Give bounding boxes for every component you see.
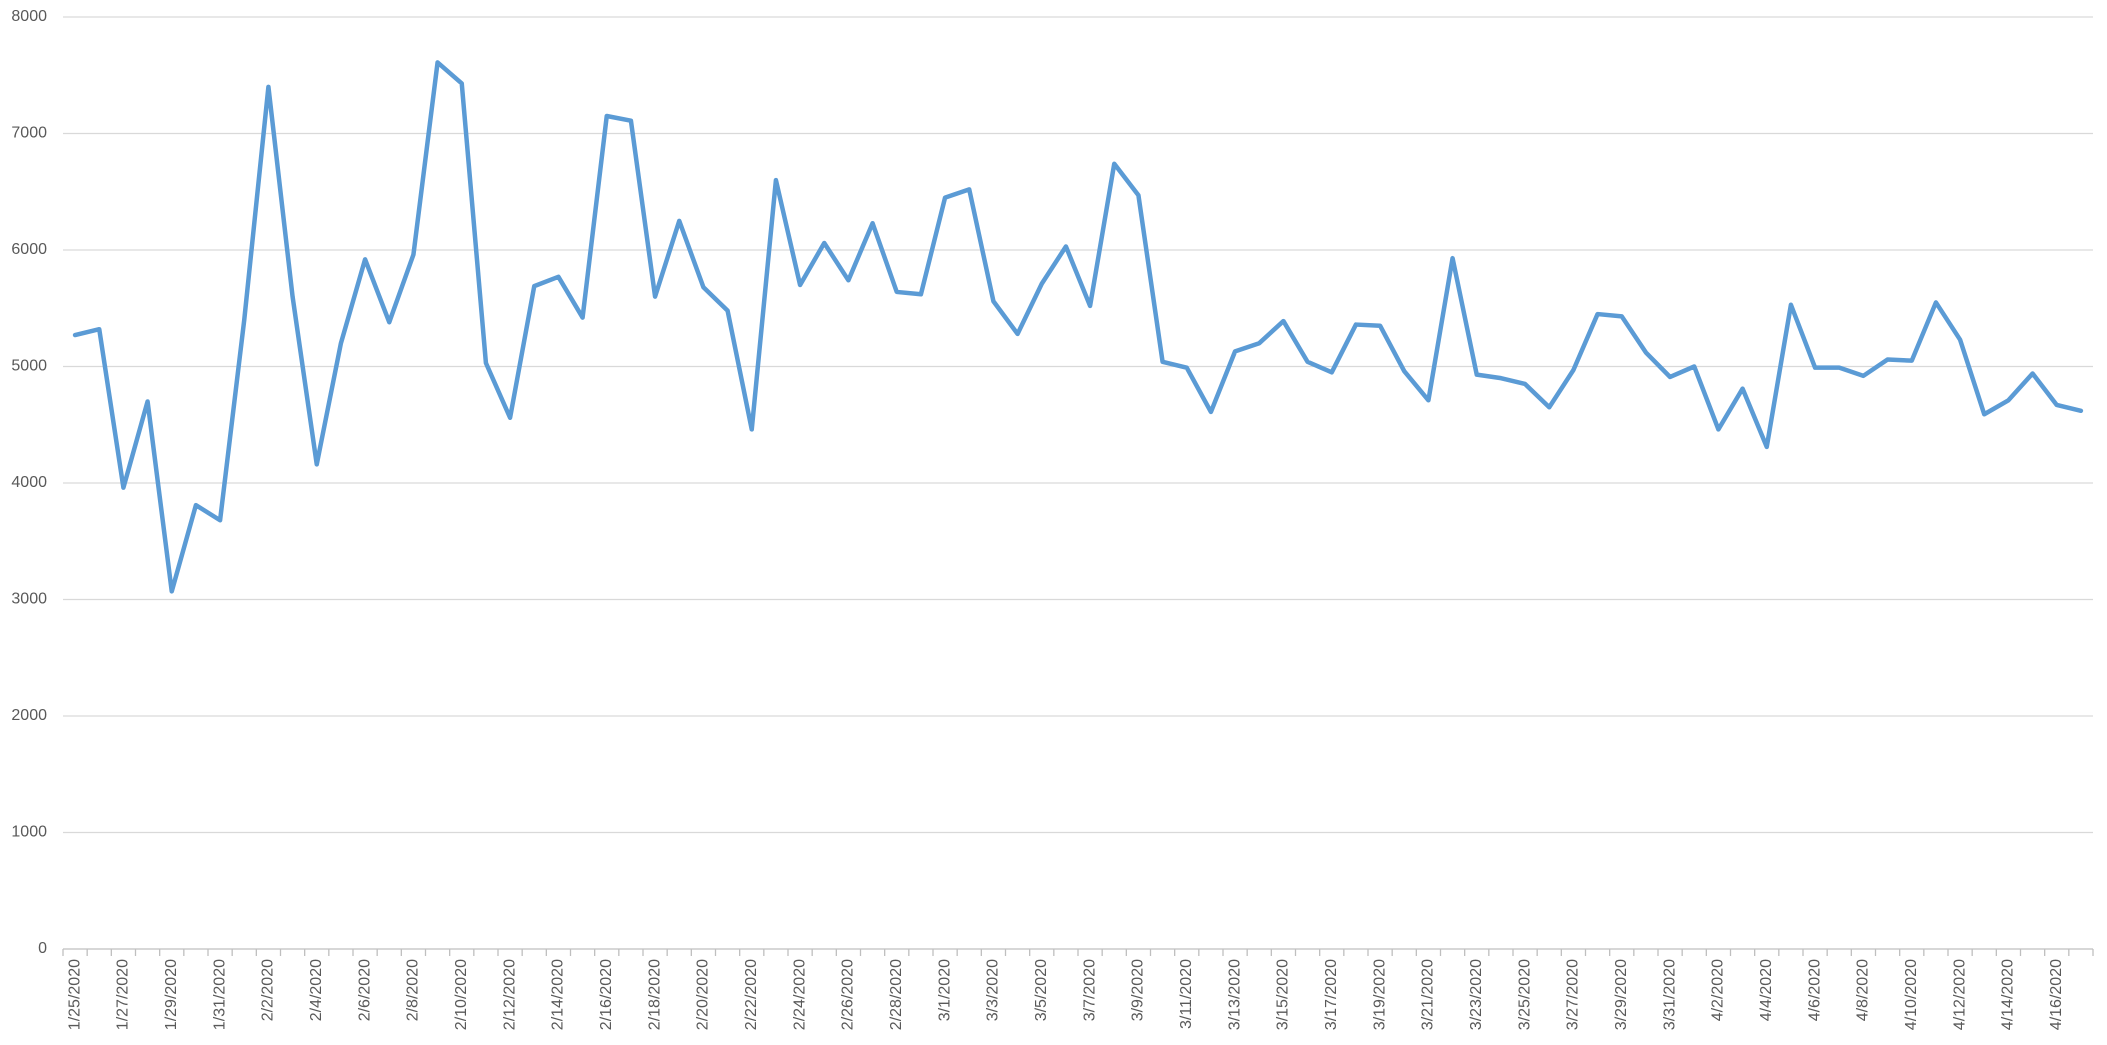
- x-tick-label: 3/25/2020: [1516, 959, 1533, 1030]
- x-tick-label: 3/7/2020: [1081, 959, 1098, 1021]
- x-tick-label: 3/17/2020: [1323, 959, 1340, 1030]
- x-tick-label: 1/29/2020: [163, 959, 180, 1030]
- x-tick-label: 4/16/2020: [2048, 959, 2065, 1030]
- data-line: [72, 60, 2084, 594]
- x-tick-label: 3/5/2020: [1033, 959, 1050, 1021]
- x-tick-label: 3/23/2020: [1468, 959, 1485, 1030]
- x-tick-label: 3/19/2020: [1371, 959, 1388, 1030]
- x-tick-label: 2/26/2020: [840, 959, 857, 1030]
- x-tick-label: 4/4/2020: [1758, 959, 1775, 1021]
- x-tick-label: 1/27/2020: [115, 959, 132, 1030]
- x-tick-label: 2/6/2020: [356, 959, 373, 1021]
- x-tick-label: 1/31/2020: [211, 959, 228, 1030]
- x-tick-label: 4/12/2020: [1951, 959, 1968, 1030]
- y-tick-label: 2000: [11, 707, 47, 724]
- x-tick-label: 3/3/2020: [985, 959, 1002, 1021]
- x-tick-label: 3/31/2020: [1661, 959, 1678, 1030]
- x-tick-label: 2/2/2020: [260, 959, 277, 1021]
- x-tick-label: 3/11/2020: [1178, 959, 1195, 1029]
- x-tick-label: 2/20/2020: [695, 959, 712, 1030]
- x-tick-label: 2/28/2020: [888, 959, 905, 1030]
- y-tick-label: 6000: [11, 241, 47, 258]
- x-tick-label: 3/15/2020: [1275, 959, 1292, 1030]
- x-tick-label: 2/22/2020: [743, 959, 760, 1030]
- y-tick-label: 4000: [11, 474, 47, 491]
- x-tick-label: 2/10/2020: [453, 959, 470, 1030]
- x-tick-label: 4/8/2020: [1855, 959, 1872, 1021]
- x-tick-label: 1/25/2020: [66, 959, 83, 1030]
- y-tick-label: 8000: [11, 8, 47, 25]
- x-tick-label: 4/10/2020: [1903, 959, 1920, 1030]
- x-tick-label: 3/27/2020: [1565, 959, 1582, 1030]
- x-tick-label: 3/29/2020: [1613, 959, 1630, 1030]
- x-tick-label: 2/24/2020: [791, 959, 808, 1030]
- x-tick-label: 3/13/2020: [1226, 959, 1243, 1030]
- x-tick-label: 3/9/2020: [1130, 959, 1147, 1021]
- y-tick-label: 5000: [11, 358, 47, 375]
- x-tick-label: 4/14/2020: [2000, 959, 2017, 1030]
- x-tick-label: 4/2/2020: [1710, 959, 1727, 1021]
- x-tick-label: 2/14/2020: [550, 959, 567, 1030]
- x-tick-label: 2/8/2020: [405, 959, 422, 1021]
- x-tick-label: 2/16/2020: [598, 959, 615, 1030]
- y-tick-label: 7000: [11, 125, 47, 142]
- x-tick-label: 3/21/2020: [1420, 959, 1437, 1030]
- x-tick-label: 2/4/2020: [308, 959, 325, 1021]
- x-tick-label: 4/6/2020: [1806, 959, 1823, 1021]
- y-tick-label: 3000: [11, 591, 47, 608]
- x-tick-label: 2/12/2020: [501, 959, 518, 1030]
- x-tick-label: 3/1/2020: [936, 959, 953, 1021]
- x-tick-label: 2/18/2020: [646, 959, 663, 1030]
- y-tick-label: 1000: [11, 824, 47, 841]
- y-tick-label: 0: [38, 940, 47, 957]
